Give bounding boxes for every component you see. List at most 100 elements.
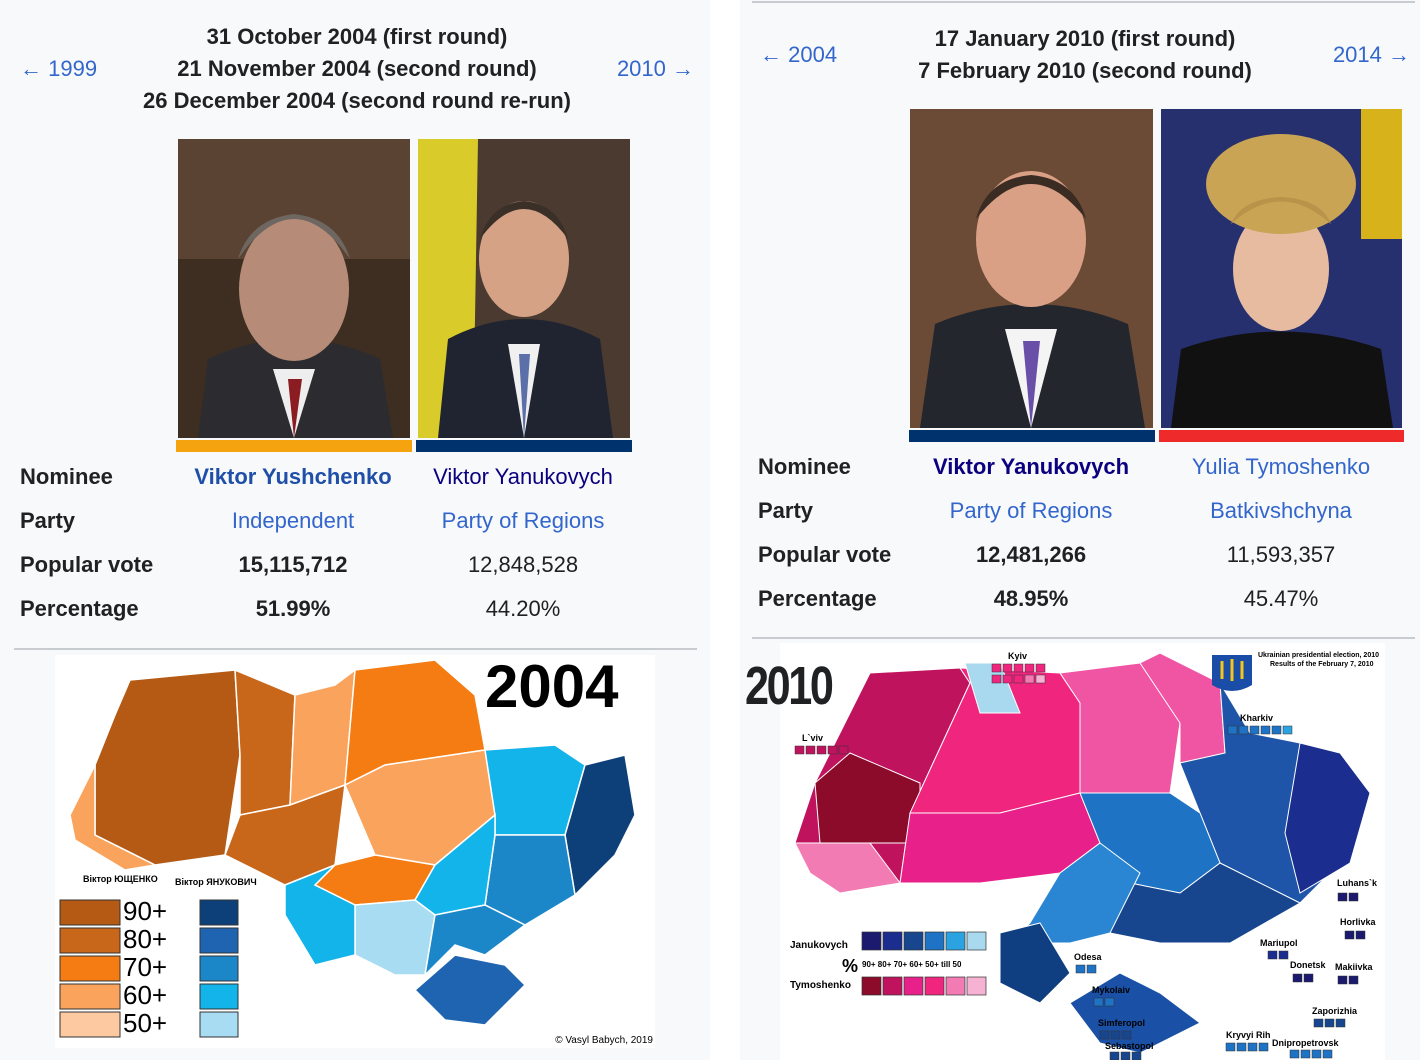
divider [14,648,697,650]
city-swatches [1258,1042,1269,1052]
percentage: 51.99% [255,596,331,621]
city-label: Dnipropetrovsk [1272,1038,1340,1048]
city-swatches [1337,892,1348,902]
party-link[interactable]: Batkivshchyna [1210,498,1352,523]
next-election-link[interactable]: 2010 → [616,56,694,81]
nominee-link[interactable]: Viktor Yanukovych [932,454,1130,479]
city-swatches [1348,975,1359,985]
legend-level: 50+ [123,1008,167,1038]
legend-swatch [945,931,966,951]
city-swatches [1271,725,1282,735]
row-label: Percentage [20,596,139,621]
nominee-link[interactable]: Viktor Yanukovych [433,464,613,489]
legend-swatch [945,976,966,996]
party-link[interactable]: Party of Regions [949,498,1113,523]
city-swatches [1002,674,1013,684]
date-line: 31 October 2004 (first round) [206,24,508,49]
city-swatches [794,745,805,755]
candidate-photo [519,354,530,438]
row-label: Party [758,498,814,523]
row-label: Popular vote [20,552,154,577]
legend-swatch [199,1011,239,1038]
map-year: 2010 [745,656,834,716]
legend-swatch [861,931,882,951]
city-swatches [1344,930,1355,940]
row-label: Nominee [20,464,113,489]
city-swatches [1024,674,1035,684]
city-swatches [1337,975,1348,985]
candidate-photo [178,139,410,438]
city-swatches [1075,964,1086,974]
legend-heading: Віктор ЮЩЕНКО [83,874,158,884]
row-label: Party [20,508,76,533]
city-swatches [1300,1049,1311,1059]
percentage: 48.95% [993,586,1069,611]
candidate-photo [1161,109,1402,428]
city-swatches [1249,725,1260,735]
city-swatches [1282,725,1293,735]
party-link[interactable]: Party of Regions [441,508,605,533]
city-swatches [1121,1030,1132,1040]
results-map-2010: Ukrainian presidential election, 2010 Re… [780,643,1385,1060]
legend-swatch [59,1011,121,1038]
map-region [423,904,527,978]
party-link[interactable]: Independent [231,508,355,533]
row-label: Popular vote [758,542,892,567]
legend-swatch [861,976,882,996]
legend-level: 70+ [123,952,167,982]
city-swatches [1035,674,1046,684]
city-swatches [1013,674,1024,684]
legend-swatch [59,927,121,954]
city-swatches [1247,1042,1258,1052]
legend-swatch [924,931,945,951]
map-year: 2004 [485,655,619,720]
popular-vote: 15,115,712 [238,552,348,577]
map-region [1008,842,1141,944]
city-swatches [805,745,816,755]
city-swatches [1110,1030,1121,1040]
legend-swatch [882,976,903,996]
popular-vote: 12,481,266 [975,542,1087,567]
legend-swatch [59,983,121,1010]
map-region [964,662,1021,714]
city-swatches [838,745,849,755]
divider [752,637,1415,639]
city-label: Kryvyi Rih [1226,1030,1271,1040]
city-label: Mykolaiv [1092,985,1130,995]
city-swatches [816,745,827,755]
city-label: Luhans`k [1337,878,1378,888]
prev-election-link[interactable]: ← 1999 [20,56,98,81]
nominee-link[interactable]: Viktor Yushchenko [194,464,392,489]
legend-heading: Tymoshenko [790,980,851,991]
candidate-photo [1023,341,1040,428]
city-swatches [991,663,1002,673]
city-swatches [1024,663,1035,673]
city-swatches [1292,973,1303,983]
percentage: 44.20% [485,596,561,621]
candidate-photo [1233,207,1329,331]
city-swatches [1355,930,1366,940]
city-swatches [1311,1049,1322,1059]
legend-swatch [199,927,239,954]
map-region [284,864,356,966]
date-line: 21 November 2004 (second round) [177,56,537,81]
map-region [69,659,636,1026]
next-election-link[interactable]: 2014 → [1332,42,1410,67]
candidate-photo [1171,331,1393,428]
city-label: Mariupol [1260,938,1298,948]
city-swatches [991,674,1002,684]
city-swatches [1278,950,1289,960]
date-line: 7 February 2010 (second round) [918,58,1252,83]
popular-vote: 12,848,528 [467,552,579,577]
nominee-link[interactable]: Yulia Tymoshenko [1191,454,1371,479]
infobox-2004: 31 October 2004 (first round) 21 Novembe… [14,24,697,1046]
city-swatches [1109,1051,1120,1060]
date-line: 17 January 2010 (first round) [934,26,1236,51]
city-swatches [1104,997,1115,1007]
party-color-bar [416,440,632,452]
city-swatches [1348,892,1359,902]
legend-swatch [199,955,239,982]
prev-election-link[interactable]: ← 2004 [760,42,838,67]
candidate-photo [239,217,349,361]
map-heading: Ukrainian presidential election, 2010 [1258,652,1379,659]
